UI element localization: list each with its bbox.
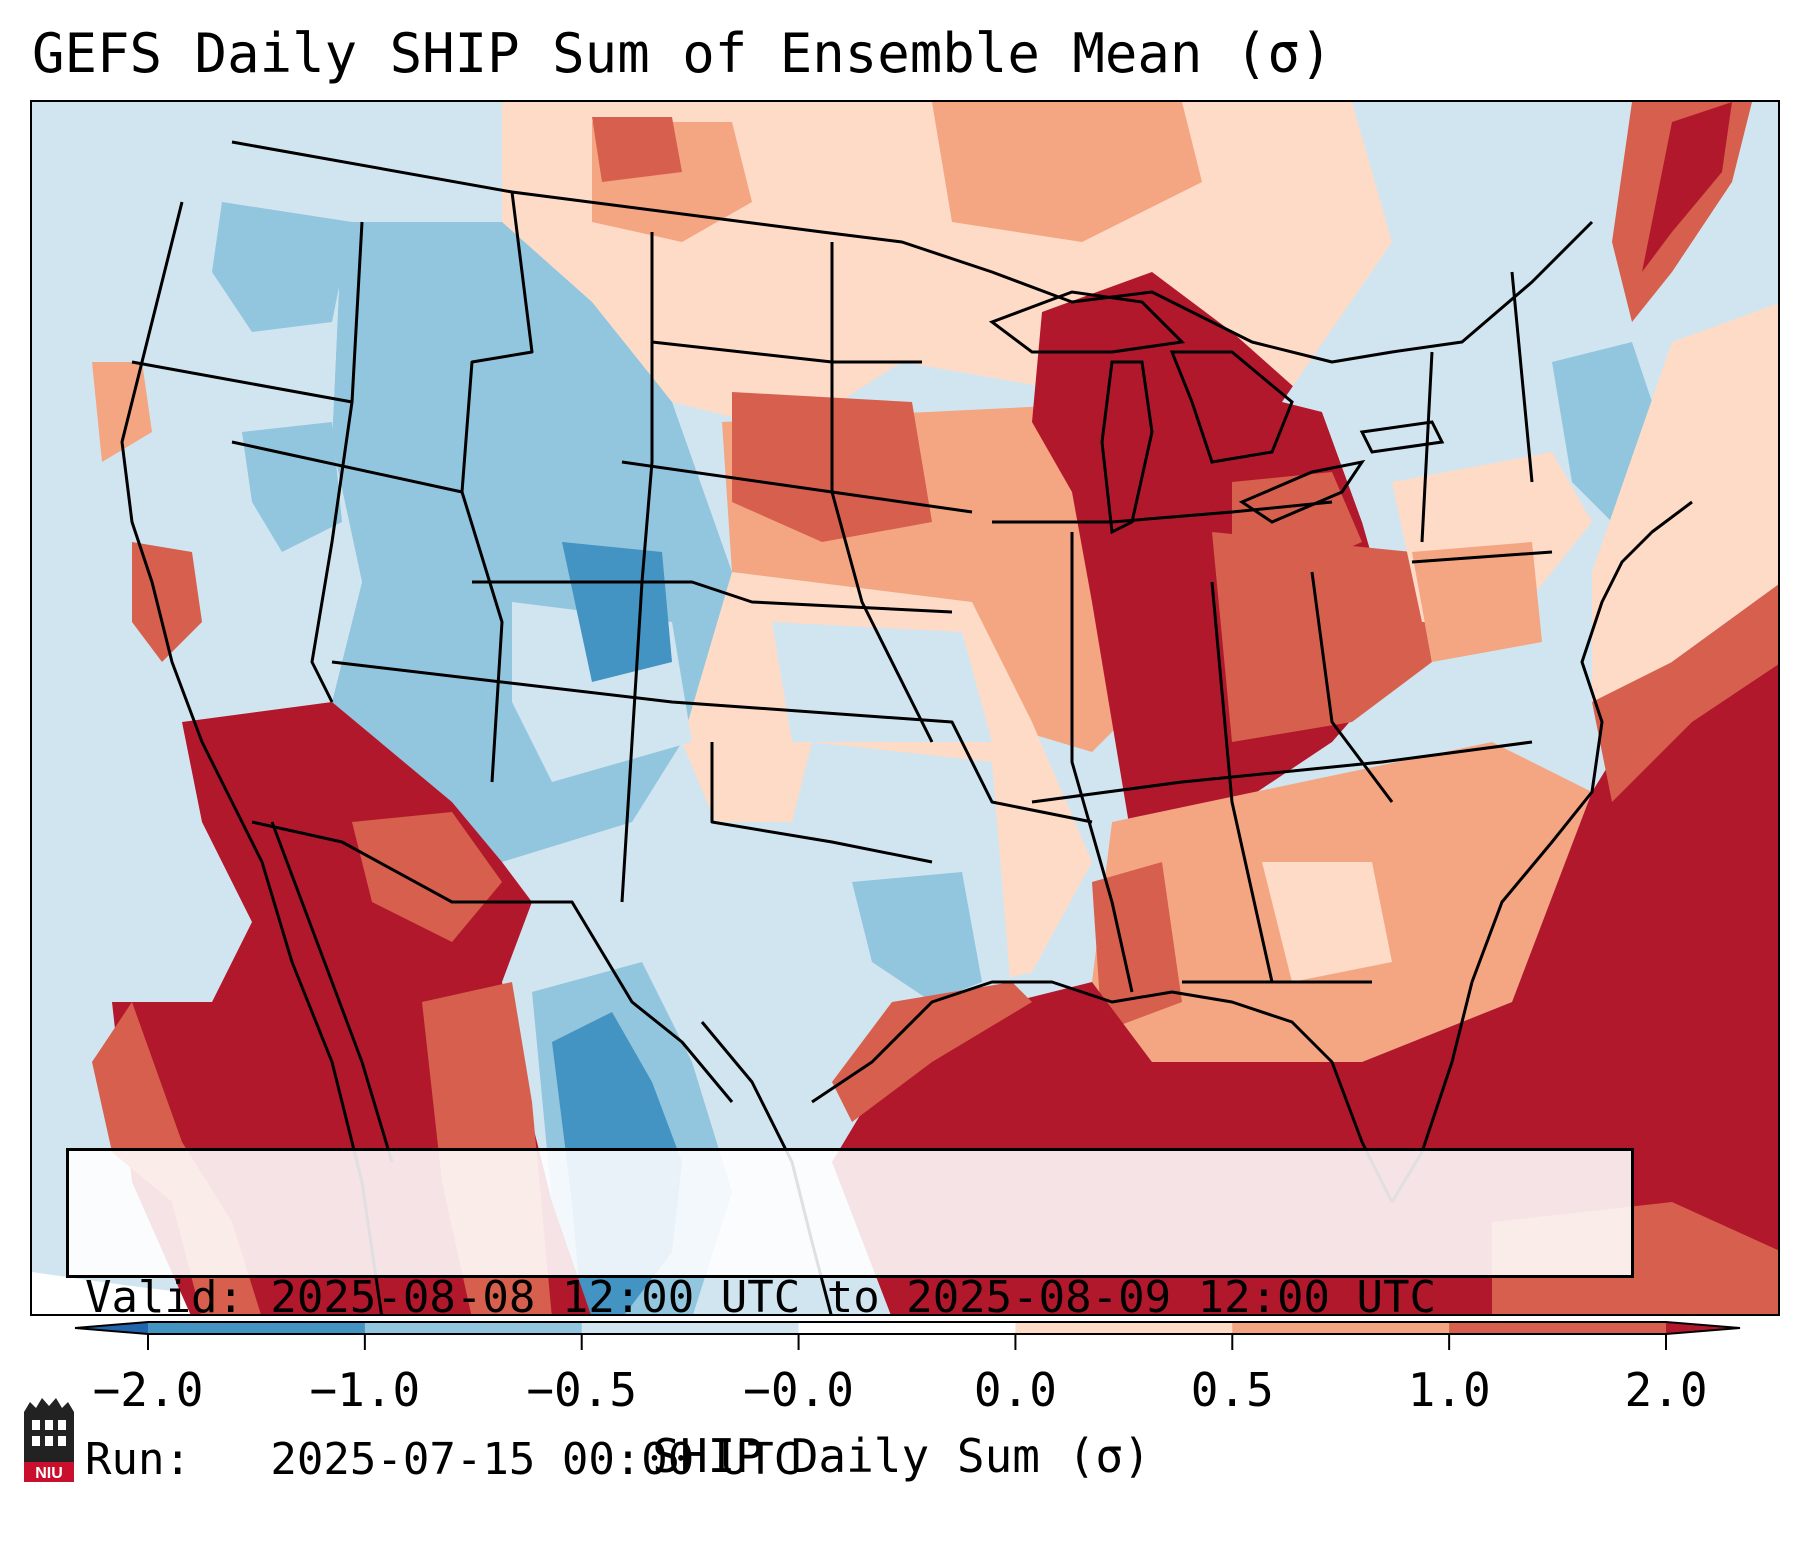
us-canada-border (231, 140, 1594, 364)
colorbar-bins (74, 1321, 1741, 1335)
colorbar-bin (1449, 1322, 1667, 1334)
region-nevada-blue (242, 422, 342, 552)
colorbar-bin (1232, 1322, 1450, 1334)
ship-map (32, 102, 1778, 1314)
region-atlantic-light (1592, 303, 1778, 702)
region-washington-blue (212, 202, 352, 332)
lake-ontario (1359, 420, 1445, 454)
colorbar-bin (798, 1322, 1016, 1334)
state-line-3 (131, 360, 353, 404)
colorbar-tick-labels: −2.0 −1.0 −0.5 −0.0 0.0 0.5 1.0 2.0 (0, 1362, 1803, 1422)
east-coastline (1470, 500, 1693, 983)
state-line-9 (620, 232, 654, 903)
colorbar-tick-label: −0.0 (743, 1363, 854, 1417)
colorbar-bin (1666, 1322, 1740, 1334)
baja-coastline (270, 821, 394, 1163)
us-mexico-border (251, 820, 734, 1103)
colorbar-tick-label: 0.5 (1190, 1363, 1274, 1417)
region-canada-red (932, 102, 1202, 242)
colorbar-tick-label: −0.5 (526, 1363, 638, 1417)
map-title: GEFS Daily SHIP Sum of Ensemble Mean (σ) (32, 22, 1333, 85)
great-lakes-outlines (988, 290, 1445, 535)
colorbar-bin (148, 1322, 366, 1334)
region-quebec-dark (1642, 102, 1732, 272)
state-line-17 (1411, 550, 1553, 564)
colorbar-tick-label: 2.0 (1624, 1363, 1708, 1417)
lake-erie (1238, 459, 1366, 524)
colorbar (74, 1321, 1741, 1350)
state-line-20 (1510, 271, 1534, 483)
projection-edge (32, 1272, 401, 1314)
lake-superior (988, 290, 1186, 354)
colorbar-tick-label: 0.0 (973, 1363, 1057, 1417)
colorbar-label: SHIP Daily Sum (σ) (652, 1429, 1151, 1483)
region-mississippi (1092, 862, 1182, 1032)
region-idaho-montana-blue (382, 242, 542, 482)
state-line-6 (472, 580, 953, 614)
state-line-1 (460, 191, 534, 783)
colorbar-ticks (147, 1334, 1667, 1350)
niu-logo-text: NIU (35, 1465, 63, 1482)
region-atlantic-orange-band (1592, 584, 1778, 802)
state-line-16 (1310, 571, 1394, 803)
lake-huron (1169, 350, 1294, 464)
region-colorado-blue (562, 542, 672, 682)
colorbar-bin (581, 1322, 800, 1334)
colorbar-bin (75, 1322, 148, 1334)
state-line-2 (310, 221, 364, 703)
region-georgia-light (1262, 862, 1392, 982)
state-line-19 (1420, 351, 1434, 543)
state-line-10 (830, 242, 934, 743)
colorbar-tick-label: −2.0 (92, 1363, 204, 1417)
state-line-13 (1031, 740, 1533, 804)
state-line-4 (231, 440, 463, 494)
region-pennsylvania (1412, 542, 1542, 662)
niu-logo-icon: NIU (24, 1398, 74, 1482)
valid-time-text: Valid: 2025-08-08 12:00 UTC to 2025-08-0… (85, 1272, 1437, 1323)
region-oklahoma-blue (852, 872, 982, 1002)
state-line-15 (1210, 581, 1274, 983)
validity-info-box: Valid: 2025-08-08 12:00 UTC to 2025-08-0… (66, 1148, 1634, 1485)
colorbar-bin (1015, 1322, 1233, 1334)
west-coastline (120, 201, 383, 1314)
map-panel (30, 100, 1780, 1316)
state-line-5 (331, 660, 1093, 824)
state-line-14 (1070, 532, 1134, 993)
colorbar-tick-label: −1.0 (309, 1363, 421, 1417)
region-gulf-band (832, 982, 1032, 1122)
colorbar-tick-label: 1.0 (1407, 1363, 1491, 1417)
colorbar-bin (364, 1322, 583, 1334)
region-arizona-orange (352, 812, 502, 942)
state-line-11 (710, 742, 933, 864)
region-atlantic (832, 584, 1778, 1314)
gulf-coastline (811, 980, 1394, 1203)
region-great-basin (122, 222, 362, 742)
state-line-12 (992, 500, 1333, 524)
lake-michigan (1100, 360, 1154, 535)
region-saskatchewan-red (592, 117, 682, 182)
run-time-text: Run: 2025-07-15 00:00 UTC (85, 1434, 801, 1485)
niu-logo: NIU (20, 1392, 78, 1484)
